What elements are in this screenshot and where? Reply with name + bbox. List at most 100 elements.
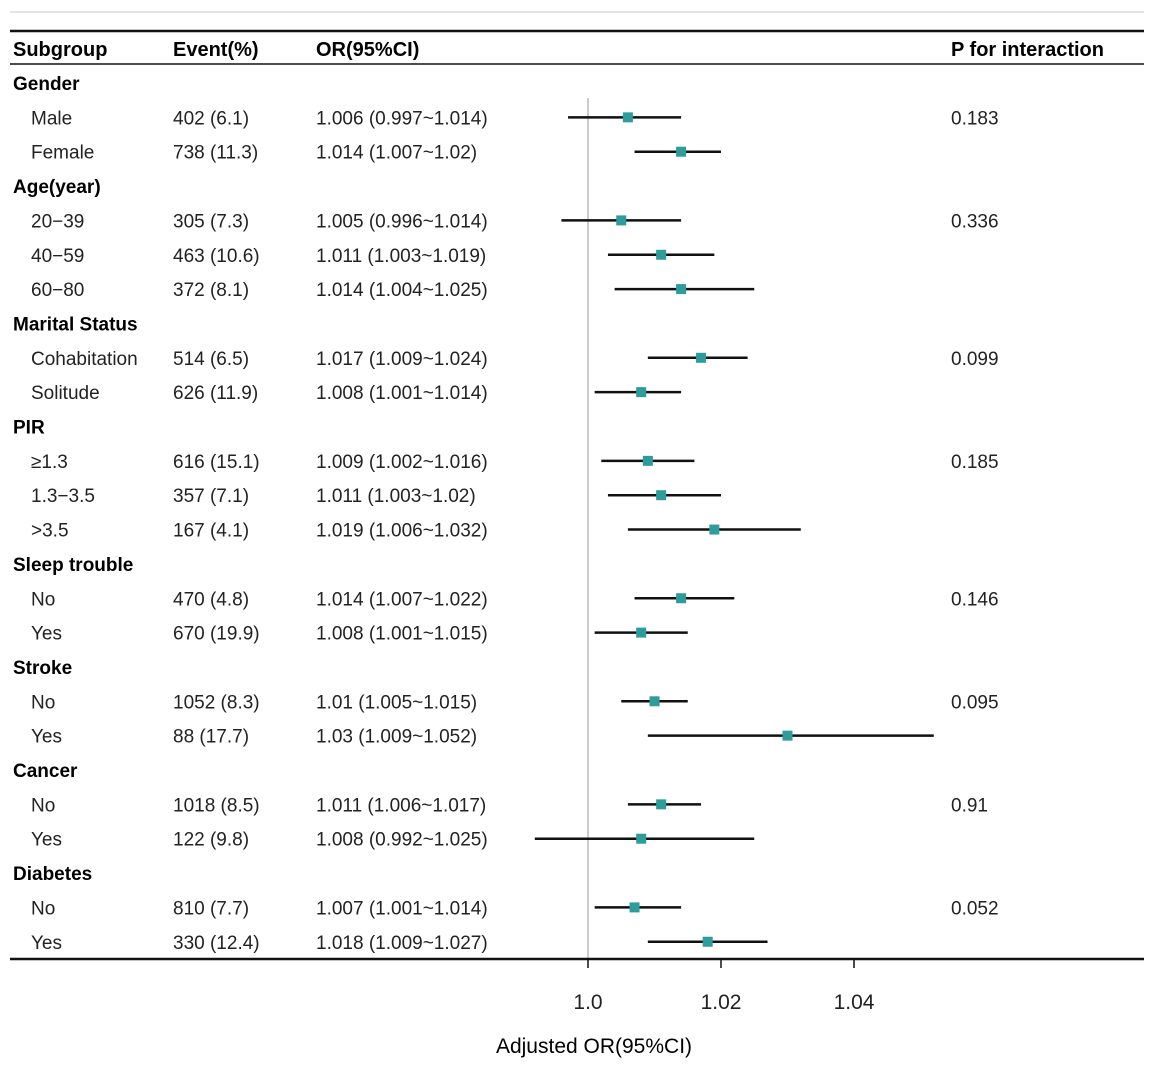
table-rows: Gender Male 402 (6.1) 1.006 (0.997~1.014) 0.… [13, 74, 999, 954]
subgroup-label: 1.3−3.5 [31, 486, 95, 507]
event-value: 616 (15.1) [173, 452, 260, 473]
or-ci-text: 1.008 (0.992~1.025) [316, 830, 488, 851]
x-tick-label: 1.02 [701, 991, 742, 1014]
or-point-marker [636, 627, 647, 638]
subgroup-label: >3.5 [31, 521, 69, 542]
or-point-marker [622, 112, 633, 123]
group-label: PIR [13, 418, 45, 439]
or-point-marker [676, 284, 687, 295]
event-value: 1052 (8.3) [173, 692, 260, 713]
event-value: 670 (19.9) [173, 624, 260, 645]
group-label: Age(year) [13, 177, 101, 198]
or-ci-text: 1.014 (1.007~1.02) [316, 143, 477, 164]
event-value: 305 (7.3) [173, 211, 249, 232]
subgroup-label: Yes [31, 727, 62, 748]
header-subgroup: Subgroup [13, 39, 107, 61]
event-value: 470 (4.8) [173, 589, 249, 610]
or-ci-text: 1.03 (1.009~1.052) [316, 727, 477, 748]
p-interaction-value: 0.336 [951, 211, 999, 232]
or-ci-text: 1.008 (1.001~1.015) [316, 624, 488, 645]
p-interaction-value: 0.052 [951, 898, 999, 919]
or-point-marker [616, 215, 627, 226]
subgroup-label: Cohabitation [31, 349, 138, 370]
or-ci-text: 1.011 (1.003~1.02) [316, 486, 476, 507]
or-ci-text: 1.008 (1.001~1.014) [316, 383, 488, 404]
group-label: Diabetes [13, 864, 92, 885]
p-interaction-value: 0.91 [951, 795, 988, 816]
or-point-marker [636, 387, 647, 398]
or-ci-text: 1.014 (1.004~1.025) [316, 280, 488, 301]
or-point-marker [696, 352, 707, 363]
or-ci-text: 1.011 (1.006~1.017) [316, 795, 486, 816]
header-p-interaction: P for interaction [951, 39, 1104, 61]
or-ci-text: 1.006 (0.997~1.014) [316, 108, 488, 129]
subgroup-label: Male [31, 108, 72, 129]
or-point-marker [656, 799, 667, 810]
group-label: Stroke [13, 658, 72, 679]
or-ci-text: 1.007 (1.001~1.014) [316, 898, 488, 919]
event-value: 122 (9.8) [173, 830, 249, 851]
header-event: Event(%) [173, 39, 259, 61]
event-value: 372 (8.1) [173, 280, 249, 301]
or-ci-text: 1.01 (1.005~1.015) [316, 692, 477, 713]
event-value: 738 (11.3) [173, 143, 258, 164]
subgroup-label: Solitude [31, 383, 100, 404]
p-interaction-value: 0.146 [951, 589, 999, 610]
p-interaction-value: 0.185 [951, 452, 999, 473]
or-point-marker [642, 455, 653, 466]
subgroup-label: No [31, 692, 55, 713]
subgroup-label: Yes [31, 830, 62, 851]
subgroup-label: ≥1.3 [31, 452, 68, 473]
or-ci-text: 1.009 (1.002~1.016) [316, 452, 488, 473]
event-value: 402 (6.1) [173, 108, 249, 129]
or-ci-text: 1.005 (0.996~1.014) [316, 211, 488, 232]
subgroup-label: No [31, 589, 55, 610]
or-ci-text: 1.017 (1.009~1.024) [316, 349, 488, 370]
group-label: Marital Status [13, 314, 138, 335]
subgroup-label: 60−80 [31, 280, 84, 301]
or-point-marker [782, 730, 793, 741]
event-value: 463 (10.6) [173, 246, 260, 267]
or-ci-text: 1.014 (1.007~1.022) [316, 589, 488, 610]
or-point-marker [656, 490, 667, 501]
event-value: 1018 (8.5) [173, 795, 260, 816]
or-ci-text: 1.019 (1.006~1.032) [316, 521, 488, 542]
subgroup-label: Female [31, 143, 94, 164]
x-axis-label: Adjusted OR(95%CI) [496, 1035, 692, 1058]
header-or: OR(95%CI) [316, 39, 419, 61]
or-point-marker [702, 936, 713, 947]
event-value: 167 (4.1) [173, 521, 249, 542]
or-point-marker [676, 146, 687, 157]
subgroup-label: 40−59 [31, 246, 84, 267]
event-value: 810 (7.7) [173, 898, 249, 919]
event-value: 626 (11.9) [173, 383, 258, 404]
event-value: 357 (7.1) [173, 486, 249, 507]
group-label: Cancer [13, 761, 78, 782]
x-tick-label: 1.0 [573, 991, 602, 1014]
x-tick-label: 1.04 [834, 991, 875, 1014]
or-point-marker [649, 696, 660, 707]
p-interaction-value: 0.183 [951, 108, 999, 129]
or-ci-text: 1.018 (1.009~1.027) [316, 933, 488, 954]
forest-marks [534, 112, 934, 947]
p-interaction-value: 0.095 [951, 692, 999, 713]
group-label: Gender [13, 74, 80, 95]
event-value: 514 (6.5) [173, 349, 249, 370]
event-value: 330 (12.4) [173, 933, 260, 954]
subgroup-label: Yes [31, 933, 62, 954]
event-value: 88 (17.7) [173, 727, 249, 748]
or-point-marker [656, 249, 667, 260]
or-point-marker [709, 524, 720, 535]
subgroup-label: No [31, 795, 55, 816]
x-axis-ticks: 1.0 1.02 1.04 [573, 960, 875, 1014]
subgroup-label: No [31, 898, 55, 919]
subgroup-label: 20−39 [31, 211, 84, 232]
or-ci-text: 1.011 (1.003~1.019) [316, 246, 486, 267]
group-label: Sleep trouble [13, 555, 133, 576]
or-point-marker [676, 593, 687, 604]
or-point-marker [636, 833, 647, 844]
p-interaction-value: 0.099 [951, 349, 999, 370]
or-point-marker [629, 902, 640, 913]
subgroup-label: Yes [31, 624, 62, 645]
